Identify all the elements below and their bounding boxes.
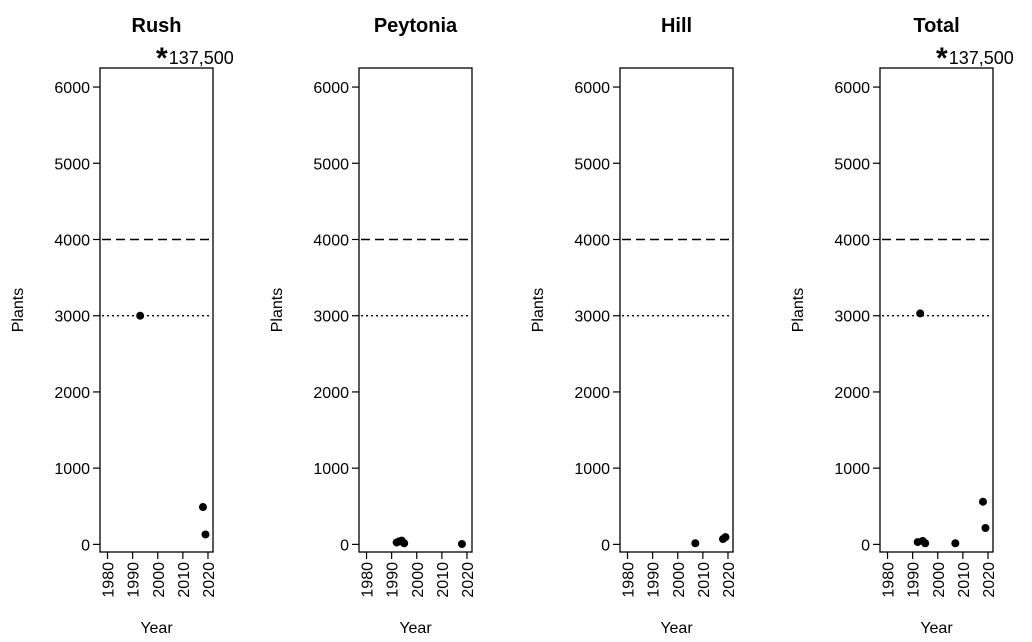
- off-scale-value: 137,500: [169, 48, 234, 68]
- data-point: [921, 539, 930, 548]
- y-tick-label: 3000: [313, 309, 349, 326]
- y-tick-label: 5000: [574, 156, 610, 173]
- data-point: [201, 530, 210, 539]
- x-tick-label: 1990: [646, 562, 663, 598]
- y-tick-label: 6000: [313, 80, 349, 97]
- plot-frame: [879, 67, 994, 553]
- x-axis-label: Year: [920, 620, 953, 637]
- off-scale-annotation: *137,500: [156, 42, 234, 75]
- data-point: [400, 539, 409, 548]
- y-axis-label: Plants: [10, 288, 27, 332]
- off-scale-annotation: *137,500: [936, 42, 1014, 75]
- panel-total: Total 0 1000 2000 3000 4000 5000 6000 1980 1990 20…: [790, 15, 1014, 637]
- x-tick-label: 2000: [410, 562, 427, 598]
- data-point: [951, 539, 960, 548]
- x-tick-label: 1980: [621, 562, 638, 598]
- x-tick-label: 2010: [176, 562, 193, 598]
- y-tick-label: 4000: [834, 232, 870, 249]
- y-tick-label: 0: [601, 537, 610, 554]
- y-tick-label: 2000: [313, 385, 349, 402]
- y-axis-label: Plants: [530, 288, 547, 332]
- data-point: [916, 309, 925, 318]
- x-axis-label: Year: [660, 620, 693, 637]
- x-axis-label: Year: [140, 620, 173, 637]
- x-tick-label: 2010: [956, 562, 973, 598]
- y-tick-label: 5000: [834, 156, 870, 173]
- x-axis-label: Year: [399, 620, 432, 637]
- off-scale-value: 137,500: [949, 48, 1014, 68]
- panel-rush: Rush 0 1000 2000 3000 4000 5000 6000 1980 1990 200…: [10, 15, 234, 637]
- x-tick-label: 2020: [721, 562, 738, 598]
- y-tick-label: 2000: [574, 385, 610, 402]
- y-tick-label: 4000: [54, 232, 90, 249]
- x-tick-label: 2020: [981, 562, 998, 598]
- x-tick-label: 2020: [460, 562, 477, 598]
- data-point: [198, 503, 207, 512]
- plot-frame: [358, 67, 473, 553]
- x-tick-label: 1990: [906, 562, 923, 598]
- x-tick-label: 2000: [151, 562, 168, 598]
- x-tick-label: 1990: [385, 562, 402, 598]
- x-tick-label: 1990: [126, 562, 143, 598]
- y-tick-label: 6000: [574, 80, 610, 97]
- panel-title: Total: [913, 15, 959, 37]
- x-tick-label: 2000: [931, 562, 948, 598]
- x-tick-label: 2010: [435, 562, 452, 598]
- panel-title: Peytonia: [374, 15, 458, 37]
- y-tick-label: 3000: [834, 309, 870, 326]
- x-tick-label: 1980: [881, 562, 898, 598]
- y-tick-label: 3000: [54, 309, 90, 326]
- y-tick-label: 6000: [834, 80, 870, 97]
- y-tick-label: 6000: [54, 80, 90, 97]
- y-tick-label: 5000: [54, 156, 90, 173]
- y-tick-label: 3000: [574, 309, 610, 326]
- plot-frame: [99, 67, 214, 553]
- y-tick-label: 1000: [54, 461, 90, 478]
- y-tick-label: 4000: [313, 232, 349, 249]
- y-tick-label: 1000: [574, 461, 610, 478]
- y-tick-label: 0: [861, 537, 870, 554]
- panel-hill: Hill 0 1000 2000 3000 4000 5000 6000 1980 1990 200…: [530, 15, 738, 637]
- data-point: [978, 497, 987, 506]
- x-tick-label: 1980: [101, 562, 118, 598]
- panel-peytonia: Peytonia 0 1000 2000 3000 4000 5000 6000 1980 199…: [269, 15, 477, 637]
- data-point: [981, 523, 990, 532]
- y-tick-label: 0: [340, 537, 349, 554]
- panel-title: Rush: [132, 15, 182, 37]
- data-point: [136, 311, 145, 320]
- plot-frame: [619, 67, 734, 553]
- y-tick-label: 4000: [574, 232, 610, 249]
- y-tick-label: 5000: [313, 156, 349, 173]
- y-tick-label: 2000: [54, 385, 90, 402]
- asterisk-icon: *: [936, 42, 948, 75]
- x-tick-label: 2000: [671, 562, 688, 598]
- data-point: [721, 533, 730, 542]
- asterisk-icon: *: [156, 42, 168, 75]
- y-axis-label: Plants: [269, 288, 286, 332]
- panel-title: Hill: [661, 15, 692, 37]
- x-tick-label: 2020: [201, 562, 218, 598]
- data-point: [691, 539, 700, 548]
- y-tick-label: 1000: [834, 461, 870, 478]
- data-point: [457, 539, 466, 548]
- x-tick-label: 1980: [360, 562, 377, 598]
- y-tick-label: 2000: [834, 385, 870, 402]
- y-axis-label: Plants: [790, 288, 807, 332]
- x-tick-label: 2010: [696, 562, 713, 598]
- y-tick-label: 0: [81, 537, 90, 554]
- y-tick-label: 1000: [313, 461, 349, 478]
